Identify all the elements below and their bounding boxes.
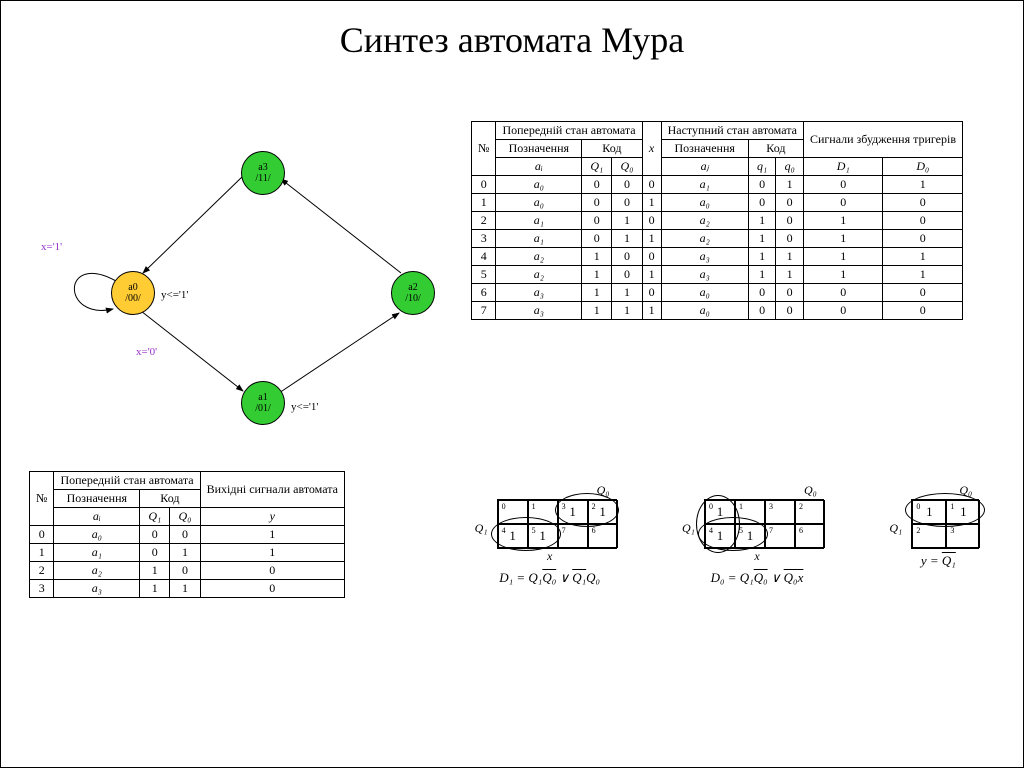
kmap-equation: y = Q₁ (889, 553, 987, 569)
state-node-a3: a3/11/ (241, 151, 285, 195)
state-node-a0: a0/00/ (111, 271, 155, 315)
kmap-cell: 6 (588, 524, 618, 548)
edge-label-x1: x='1' (41, 241, 62, 253)
kmap-2: 011123Q₀Q₁y = Q₁ (889, 481, 987, 701)
state-node-a1: a1/01/ (241, 381, 285, 425)
kmap-0: 013121415176Q₀Q₁xD₁ = Q₁Q₀ ∨ Q₁Q₀ (475, 481, 625, 701)
state-node-a2: a2/10/ (391, 271, 435, 315)
kmap-1: 01132415176Q₀Q₁xD₀ = Q₁Q₀ ∨ Q₀x (682, 481, 832, 701)
kmap-cell: 51 (735, 524, 765, 548)
kmap-cell: 01 (912, 500, 946, 524)
edge-label-y1b: y<='1' (291, 401, 318, 413)
kmap-equation: D₀ = Q₁Q₀ ∨ Q₀x (682, 570, 832, 586)
edge-label-y1a: y<='1' (161, 289, 188, 301)
kmap-cell: 0 (498, 500, 528, 524)
kmap-cell: 41 (498, 524, 528, 548)
kmap-cell: 7 (558, 524, 588, 548)
state-diagram: a0/00/a1/01/a2/10/a3/11/ x='1' y<='1' x=… (21, 121, 451, 421)
kmap-area: 013121415176Q₀Q₁xD₁ = Q₁Q₀ ∨ Q₁Q₀0113241… (461, 481, 1001, 701)
kmap-cell: 2 (912, 524, 946, 548)
kmap-cell: 3 (765, 500, 795, 524)
kmap-cell: 6 (795, 524, 825, 548)
edge-label-x0: x='0' (136, 346, 157, 358)
diagram-edges (21, 121, 451, 431)
kmap-cell: 41 (705, 524, 735, 548)
kmap-cell: 11 (946, 500, 980, 524)
page-title: Синтез автомата Мура (1, 19, 1023, 61)
output-table: №Попередній стан автоматаВихідні сигнали… (29, 471, 345, 598)
kmap-cell: 7 (765, 524, 795, 548)
kmap-cell: 01 (705, 500, 735, 524)
kmap-equation: D₁ = Q₁Q₀ ∨ Q₁Q₀ (475, 570, 625, 586)
kmap-cell: 1 (735, 500, 765, 524)
transition-table: №Попередній стан автоматаxНаступний стан… (471, 121, 963, 320)
kmap-cell: 51 (528, 524, 558, 548)
kmap-cell: 3 (946, 524, 980, 548)
kmap-cell: 2 (795, 500, 825, 524)
kmap-cell: 21 (588, 500, 618, 524)
kmap-cell: 31 (558, 500, 588, 524)
kmap-cell: 1 (528, 500, 558, 524)
